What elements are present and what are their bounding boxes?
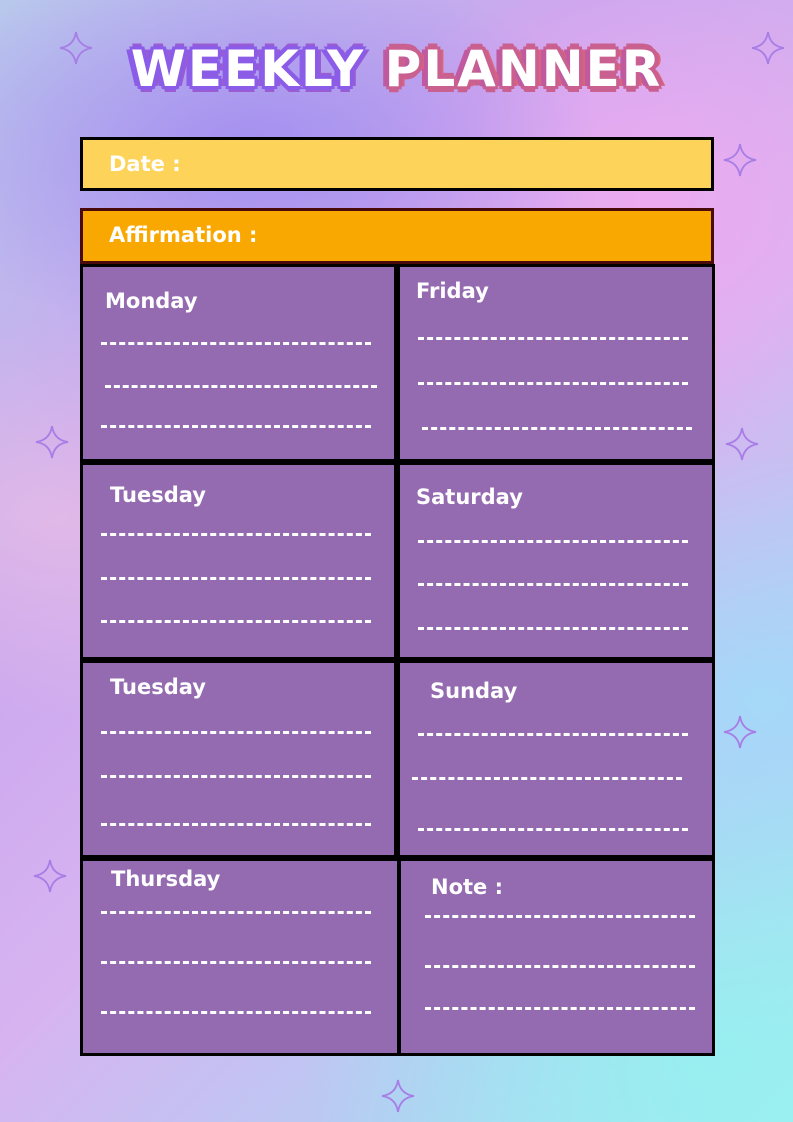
day-label: Thursday [111, 867, 221, 891]
sparkle-icon [34, 424, 70, 460]
writing-line [418, 828, 688, 831]
day-box-friday[interactable]: Friday [397, 264, 715, 462]
writing-line [101, 425, 371, 428]
day-box-thursday[interactable]: Thursday [80, 858, 400, 1056]
writing-line [101, 911, 371, 914]
day-box-sunday[interactable]: Sunday [397, 660, 715, 858]
writing-line [101, 731, 371, 734]
writing-line [425, 915, 695, 918]
page-title: WEEKLY PLANNER [130, 40, 663, 98]
writing-line [418, 337, 688, 340]
day-label: Monday [105, 289, 198, 313]
affirmation-field[interactable]: Affirmation : [80, 208, 714, 264]
day-label: Friday [416, 279, 489, 303]
sparkle-icon [32, 858, 68, 894]
affirmation-label: Affirmation : [109, 223, 258, 247]
writing-line [418, 540, 688, 543]
writing-line [425, 1007, 695, 1010]
writing-line [412, 777, 682, 780]
day-box-tuesday[interactable]: Tuesday [80, 462, 397, 660]
writing-line [101, 620, 371, 623]
writing-line [418, 382, 688, 385]
day-box-note[interactable]: Note : [398, 858, 715, 1056]
day-box-saturday[interactable]: Saturday [397, 462, 715, 660]
writing-line [101, 577, 371, 580]
day-box-tuesday-2[interactable]: Tuesday [80, 660, 397, 858]
writing-line [422, 427, 692, 430]
writing-line [101, 823, 371, 826]
date-label: Date : [109, 152, 181, 176]
sparkle-icon [724, 426, 760, 462]
writing-line [101, 775, 371, 778]
day-box-monday[interactable]: Monday [80, 264, 397, 462]
day-label: Note : [431, 875, 503, 899]
writing-line [101, 342, 371, 345]
sparkle-icon [58, 30, 94, 66]
sparkle-icon [380, 1078, 416, 1114]
writing-line [101, 1011, 371, 1014]
day-label: Sunday [430, 679, 518, 703]
writing-line [425, 965, 695, 968]
date-field[interactable]: Date : [80, 137, 714, 191]
writing-line [418, 733, 688, 736]
sparkle-icon [722, 142, 758, 178]
day-label: Saturday [416, 485, 523, 509]
sparkle-icon [722, 714, 758, 750]
writing-line [418, 627, 688, 630]
writing-line [101, 533, 371, 536]
writing-line [101, 961, 371, 964]
writing-line [105, 385, 377, 388]
writing-line [418, 583, 688, 586]
day-label: Tuesday [110, 483, 206, 507]
sparkle-icon [750, 30, 786, 66]
day-label: Tuesday [110, 675, 206, 699]
